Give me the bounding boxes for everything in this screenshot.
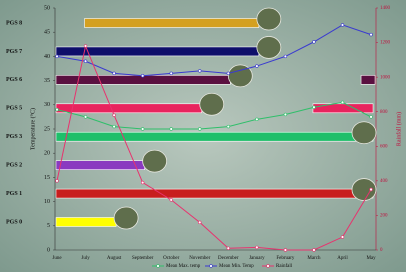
series-point	[284, 249, 287, 252]
series-point	[84, 60, 87, 63]
stage-label: PGS 5	[6, 106, 22, 112]
y-tick-label: 10	[44, 199, 50, 205]
series-point	[227, 247, 230, 250]
stage-photo	[352, 122, 376, 144]
y2-tick-label: 400	[380, 179, 388, 184]
x-tick-label: April	[337, 256, 348, 261]
y2-axis-title: Rainfall (mm)	[395, 112, 402, 146]
series-point	[255, 246, 258, 249]
y-tick-label: 15	[44, 175, 50, 181]
legend-label: Mean Min. Temp	[219, 264, 254, 269]
series-point	[113, 114, 116, 117]
x-tick-label: December	[218, 256, 239, 261]
stage-label: PGS 7	[6, 49, 22, 55]
stage-bar	[56, 161, 145, 170]
y-tick-label: 35	[44, 78, 50, 84]
y-tick-label: 0	[47, 247, 50, 253]
stage-bar	[56, 218, 116, 227]
series-point	[170, 128, 173, 131]
stage-label: PGS 8	[6, 20, 22, 26]
series-point	[370, 33, 373, 36]
stage-bar	[85, 19, 259, 28]
series-point	[284, 113, 287, 116]
stage-label: PGS 3	[6, 134, 22, 140]
series-point	[56, 179, 59, 182]
series-point	[56, 55, 59, 58]
series-point	[56, 108, 59, 111]
stage-bar	[56, 132, 373, 141]
legend-marker	[157, 265, 160, 268]
stage-photo	[257, 8, 281, 30]
x-tick-label: January	[249, 256, 265, 261]
series-point	[341, 236, 344, 239]
legend-label: Rainfall	[276, 264, 293, 269]
y2-tick-label: 1400	[380, 6, 391, 11]
y-tick-label: 5	[47, 223, 50, 229]
y2-tick-label: 600	[380, 144, 388, 149]
series-point	[141, 181, 144, 184]
y-tick-label: 40	[44, 54, 50, 60]
y-tick-label: 30	[44, 102, 50, 108]
x-tick-label: February	[276, 256, 295, 261]
legend-marker	[267, 265, 270, 268]
series-point	[170, 198, 173, 201]
stage-bar	[56, 104, 202, 113]
y-axis-title: Temperature (°C)	[29, 108, 36, 150]
y-tick-label: 50	[44, 5, 50, 11]
y2-tick-label: 1000	[380, 75, 391, 80]
series-point	[113, 125, 116, 128]
series-point	[284, 55, 287, 58]
y2-tick-label: 800	[380, 110, 388, 115]
y-tick-label: 20	[44, 151, 50, 157]
legend-marker	[210, 265, 213, 268]
y2-tick-label: 1200	[380, 41, 391, 46]
x-tick-label: July	[81, 256, 90, 261]
series-point	[255, 65, 258, 68]
stage-label: PGS 2	[6, 163, 22, 169]
series-point	[84, 45, 87, 48]
series-point	[113, 72, 116, 75]
x-tick-label: October	[163, 256, 179, 261]
series-point	[227, 125, 230, 128]
stage-photo	[143, 150, 167, 172]
series-point	[141, 74, 144, 77]
series-point	[313, 40, 316, 43]
series-point	[313, 249, 316, 252]
legend-label: Mean Max. temp	[166, 264, 201, 269]
series-point	[141, 128, 144, 131]
x-tick-label: November	[189, 256, 210, 261]
y2-tick-label: 200	[380, 214, 388, 219]
series-point	[170, 72, 173, 75]
x-tick-label: March	[307, 256, 321, 261]
y-tick-label: 25	[44, 126, 50, 132]
x-tick-label: May	[366, 256, 376, 261]
stage-bar	[313, 104, 373, 113]
page: {"chart_data": {"type": "line", "categor…	[0, 0, 406, 272]
stage-bar	[56, 189, 373, 198]
x-tick-label: August	[107, 256, 122, 261]
stage-label: PGS 6	[6, 77, 22, 83]
series-point	[341, 101, 344, 104]
series-point	[84, 116, 87, 119]
stage-label: PGS 1	[6, 191, 22, 197]
y-tick-label: 45	[44, 30, 50, 36]
series-point	[198, 70, 201, 73]
stage-photo	[200, 93, 224, 115]
stage-label: PGS 0	[6, 219, 22, 225]
chart: Temperature (°C) Rainfall (mm) 0 5 10 15 20 2…	[0, 0, 406, 272]
series-point	[255, 118, 258, 121]
x-tick-label: September	[132, 256, 154, 261]
series-point	[227, 72, 230, 75]
stage-photo	[257, 36, 281, 58]
series-point	[313, 106, 316, 109]
series-point	[370, 188, 373, 191]
stage-photo	[114, 207, 138, 229]
series-point	[370, 116, 373, 119]
series-point	[198, 128, 201, 131]
series-point	[198, 221, 201, 224]
stage-bar	[361, 75, 375, 84]
series-point	[341, 24, 344, 27]
x-tick-label: June	[52, 256, 62, 261]
